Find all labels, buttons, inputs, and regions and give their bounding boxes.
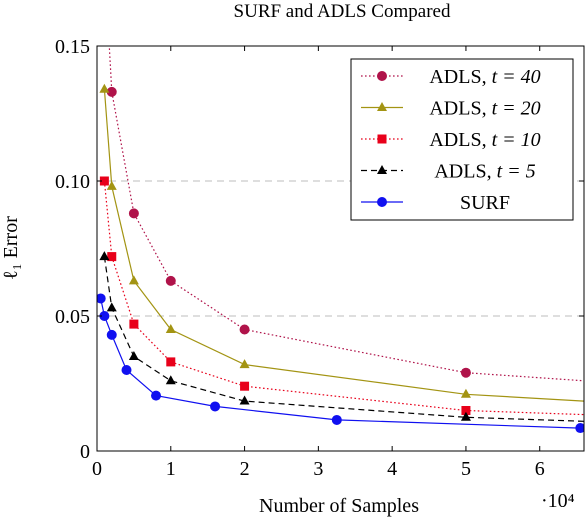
x-tick-label: 5: [461, 458, 471, 480]
data-point: [331, 414, 342, 425]
data-point: [128, 275, 139, 285]
data-point: [121, 365, 132, 375]
data-point: [106, 86, 117, 97]
y-tick-label: 0.05: [55, 306, 90, 328]
data-point: [103, 19, 113, 29]
legend-marker: [377, 102, 387, 111]
data-point: [460, 367, 471, 378]
data-point: [165, 324, 176, 333]
series-layer: [97, 19, 584, 434]
data-point: [99, 83, 110, 93]
data-point: [460, 411, 471, 421]
plot-frame: [96, 45, 585, 452]
legend-entry: ADLS, t = 10: [361, 129, 541, 151]
y-tick-label: 0.15: [55, 36, 90, 58]
legend-marker: [377, 71, 387, 81]
x-axis-label: Number of Samples: [259, 495, 419, 517]
legend-label: ADLS, t = 5: [434, 161, 535, 183]
x-tick-label: 0: [92, 458, 102, 480]
legend-entry: ADLS, t = 5: [361, 161, 536, 183]
y-tick-label: 0: [80, 441, 90, 463]
data-point: [165, 275, 176, 286]
legend-marker: [377, 197, 387, 207]
data-point: [128, 208, 139, 219]
series-4: [97, 293, 584, 434]
legend-entry: SURF: [361, 192, 510, 214]
data-point: [461, 406, 471, 415]
data-point: [128, 351, 139, 360]
data-point: [575, 423, 584, 434]
grid-layer: [97, 180, 584, 317]
legend-entry: ADLS, t = 40: [361, 66, 541, 88]
data-point: [239, 359, 250, 369]
data-point: [239, 395, 250, 405]
legend-entry: ADLS, t = 20: [361, 98, 541, 120]
data-point: [460, 388, 471, 398]
data-point: [99, 311, 110, 321]
y-axis-label: ℓ₁ Error: [0, 216, 22, 280]
data-point: [99, 176, 109, 186]
series-1: [99, 83, 584, 402]
data-point: [240, 381, 250, 391]
data-point: [106, 302, 117, 312]
x-tick-label: 6: [535, 458, 545, 480]
data-point: [151, 390, 162, 401]
legend-label: ADLS, t = 20: [429, 98, 540, 120]
x-multiplier-label: ·10⁴: [541, 490, 575, 512]
legend-label: ADLS, t = 10: [429, 129, 540, 151]
data-point: [99, 251, 110, 261]
series-3: [99, 251, 584, 422]
data-point: [107, 252, 117, 262]
data-point: [97, 293, 106, 304]
legend-label: SURF: [460, 192, 510, 214]
data-point: [239, 324, 250, 335]
data-point: [165, 375, 176, 385]
legend-marker: [377, 165, 387, 174]
data-point: [129, 319, 139, 329]
ticks-layer: 0 1 2 3 4 5 6 0 0.05 0.10 0.15: [55, 36, 584, 480]
data-point: [106, 329, 117, 340]
legend: ADLS, t = 40 ADLS, t = 20 ADLS, t = 10 ADLS…: [350, 58, 574, 221]
x-tick-label: 2: [240, 458, 250, 480]
legend-label: ADLS, t = 40: [429, 66, 540, 88]
series-0: [103, 19, 584, 382]
series-2: [99, 176, 584, 416]
data-point: [166, 357, 176, 367]
x-tick-label: 1: [166, 458, 176, 480]
x-tick-label: 4: [387, 458, 397, 480]
y-tick-label: 0.10: [55, 171, 90, 193]
chart-title: SURF and ADLS Compared: [234, 1, 451, 22]
data-point: [106, 180, 117, 190]
x-tick-label: 3: [313, 458, 323, 480]
legend-marker: [377, 134, 387, 144]
data-point: [210, 401, 221, 412]
legend-box: [350, 58, 574, 221]
